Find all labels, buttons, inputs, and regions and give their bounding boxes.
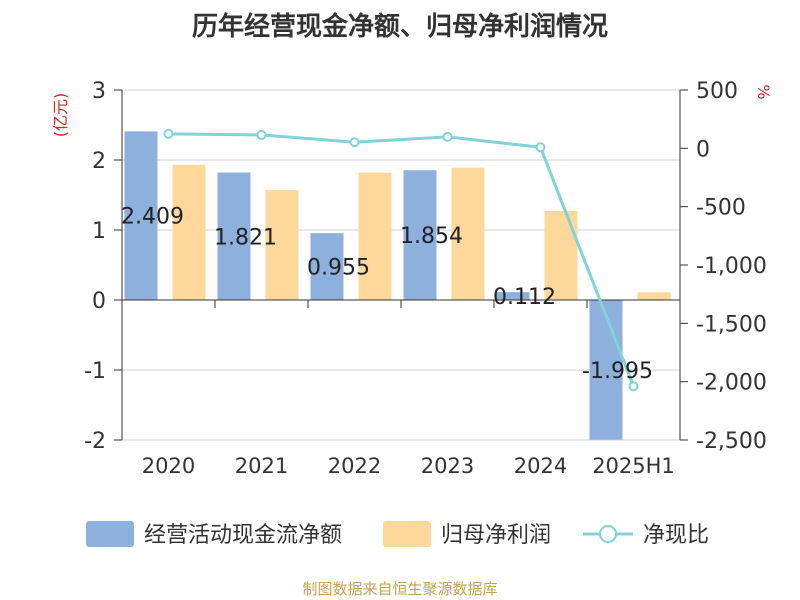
legend-label: 净现比 — [643, 523, 709, 548]
legend-swatch — [86, 521, 134, 547]
ratio-point — [442, 131, 453, 142]
line-layer — [163, 128, 639, 392]
legend-label: 经营活动现金流净额 — [144, 523, 342, 548]
cash-bar — [403, 170, 437, 300]
left-tick-label: 2 — [92, 149, 106, 174]
profit-bar — [451, 167, 485, 300]
ratio-line — [168, 132, 635, 387]
legend-marker — [599, 525, 617, 543]
cash-data-label: -1.995 — [582, 359, 653, 384]
profit-bar — [358, 172, 392, 300]
legend-layer: 经营活动现金流净额 归母净利润 净现比 — [86, 521, 709, 548]
axis-layer: -2 -1 0 1 2 3 500 0 -500 -1,000 -1,500 -2,000 -2,500… — [51, 79, 773, 478]
profit-bar — [172, 164, 206, 300]
right-tick-label: 500 — [696, 79, 738, 104]
cash-data-label: 1.821 — [214, 225, 277, 250]
cash-data-label: 0.955 — [307, 256, 370, 281]
profit-bar — [637, 292, 671, 300]
bar-layer — [124, 131, 671, 440]
right-tick-label: -1,500 — [696, 312, 767, 337]
cash-bar — [496, 292, 530, 300]
right-tick-label: 0 — [696, 137, 710, 162]
legend-label: 归母净利润 — [441, 523, 551, 548]
cash-data-label: 2.409 — [121, 205, 184, 230]
cash-bar — [217, 172, 251, 300]
x-tick-label: 2023 — [421, 454, 474, 478]
chart-title: 历年经营现金净额、归母净利润情况 — [191, 12, 608, 42]
ratio-point — [163, 128, 174, 139]
cash-data-label: 0.112 — [493, 285, 556, 310]
left-tick-label: 1 — [92, 219, 106, 244]
profit-bar — [265, 190, 299, 300]
cash-bar — [124, 131, 158, 300]
x-tick-label: 2024 — [514, 454, 567, 478]
label-layer: 2.409 1.821 0.955 1.854 0.112 -1.995 — [121, 205, 653, 384]
ratio-point — [349, 137, 360, 148]
cash-data-label: 1.854 — [400, 224, 463, 249]
ratio-point — [535, 142, 546, 153]
x-tick-label: 2020 — [142, 454, 195, 478]
right-tick-label: -2,000 — [696, 371, 767, 396]
x-tick-label: 2025H1 — [592, 454, 675, 478]
left-tick-label: 3 — [92, 79, 106, 104]
source-note: 制图数据来自恒生聚源数据库 — [302, 580, 498, 598]
left-tick-label: -2 — [84, 429, 106, 454]
legend-swatch — [383, 521, 431, 547]
ratio-point — [628, 381, 639, 392]
ratio-point — [256, 129, 267, 140]
cash-bar — [310, 233, 344, 300]
left-axis-unit: (亿元) — [51, 93, 70, 138]
right-tick-label: -1,000 — [696, 254, 767, 279]
cash-bar — [589, 300, 623, 440]
right-axis-unit: % — [754, 84, 773, 99]
x-tick-label: 2022 — [328, 454, 381, 478]
x-tick-label: 2021 — [235, 454, 288, 478]
left-tick-label: -1 — [84, 359, 106, 384]
right-tick-label: -2,500 — [696, 429, 767, 454]
left-tick-label: 0 — [92, 289, 106, 314]
right-tick-label: -500 — [696, 196, 746, 221]
